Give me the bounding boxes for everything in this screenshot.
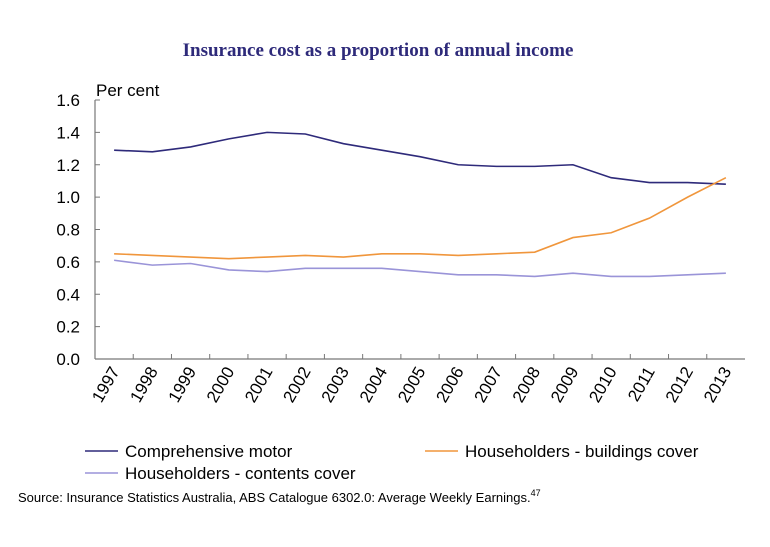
series-line-0 [114,131,726,185]
y-tick-label: 1.4 [56,123,80,142]
x-tick-label: 1999 [165,364,200,406]
x-tick-label: 2001 [241,364,276,406]
y-tick-label: 1.6 [56,91,80,110]
y-tick-label: 0.8 [56,221,80,240]
x-tick-label: 2011 [624,364,659,405]
x-tick-label: 2010 [585,364,620,406]
x-tick-label: 2006 [432,364,467,406]
x-tick-label: 2008 [509,364,544,406]
x-tick-label: 2013 [700,364,735,406]
x-tick-label: 1997 [88,364,123,406]
y-tick-label: 1.2 [56,156,80,175]
chart-title: Insurance cost as a proportion of annual… [183,40,574,61]
y-tick-label: 0.0 [56,350,80,369]
source-note: Source: Insurance Statistics Australia, … [18,488,541,505]
y-tick-label: 1.0 [56,188,80,207]
x-tick-label: 2009 [547,364,582,406]
x-tick-label: 1998 [126,364,161,406]
x-tick-label: 2004 [356,364,391,406]
footnote-marker: 47 [531,488,541,498]
series-line-1 [114,176,727,260]
source-text: Source: Insurance Statistics Australia, … [18,490,531,505]
x-tick-label: 2000 [203,364,238,406]
x-tick-label: 2007 [471,364,506,406]
y-tick-label: 0.2 [56,318,80,337]
series-line-2 [114,259,726,278]
x-tick-label: 2005 [394,364,429,406]
legend-label: Householders - buildings cover [465,442,699,461]
x-tick-label: 2003 [318,364,353,406]
x-tick-label: 2012 [662,364,697,406]
y-axis-label: Per cent [96,81,160,100]
y-tick-label: 0.6 [56,253,80,272]
legend-label: Householders - contents cover [125,464,356,483]
y-tick-label: 0.4 [56,285,80,304]
legend-label: Comprehensive motor [125,442,293,461]
x-tick-label: 2002 [279,364,314,406]
